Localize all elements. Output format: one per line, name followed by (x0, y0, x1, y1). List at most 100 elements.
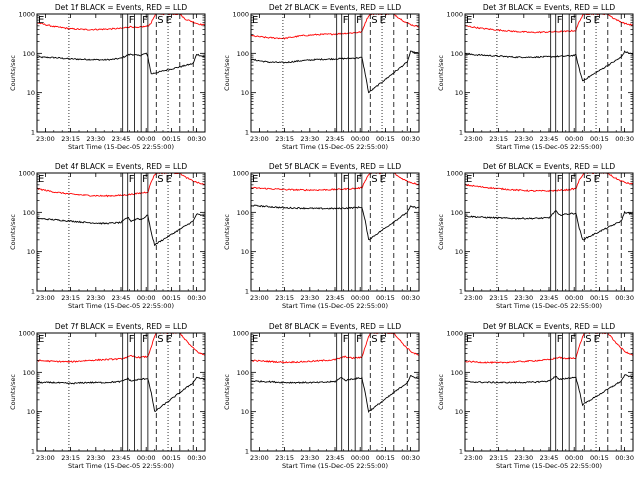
flag-label: F (570, 334, 576, 345)
flag-label: F (356, 174, 362, 185)
x-tick-label: 23:30 (86, 135, 105, 143)
x-tick-label: 00:15 (376, 135, 395, 143)
series-events (465, 209, 633, 241)
x-axis-label: Start Time (15-Dec-05 22:55:00) (282, 302, 388, 310)
x-axis-label: Start Time (15-Dec-05 22:55:00) (282, 143, 388, 151)
flag-label: E (380, 174, 386, 185)
x-tick-label: 00:00 (137, 294, 156, 302)
x-tick-label: 23:00 (36, 135, 55, 143)
x-tick-label: 23:00 (464, 294, 483, 302)
flag-label: S (157, 15, 163, 26)
flag-label: F (343, 334, 349, 345)
flag-label: F (142, 334, 148, 345)
flag-label: F (570, 174, 576, 185)
flag-label: S (371, 174, 377, 185)
x-tick-label: 23:30 (300, 294, 319, 302)
flag-label: E (252, 334, 258, 345)
panel-title: Det 5f BLACK = Events, RED = LLD (269, 162, 402, 171)
x-tick-label: 00:30 (187, 454, 206, 462)
y-tick-label: 10 (455, 89, 463, 97)
x-tick-label: 23:00 (464, 135, 483, 143)
x-tick-label: 00:30 (187, 294, 206, 302)
series-lld (37, 333, 205, 364)
flag-label: E (38, 15, 44, 26)
x-tick-label: 23:45 (540, 135, 559, 143)
x-tick-label: 23:45 (112, 454, 131, 462)
x-tick-label: 23:45 (326, 294, 345, 302)
x-tick-label: 23:00 (36, 454, 55, 462)
y-tick-label: 1 (459, 288, 463, 296)
series-lld (251, 173, 419, 192)
flag-label: S (157, 334, 163, 345)
x-tick-label: 00:00 (351, 454, 370, 462)
x-tick-label: 00:15 (162, 135, 181, 143)
x-tick-label: 00:15 (376, 454, 395, 462)
flag-label: F (343, 174, 349, 185)
y-axis-label: Counts/sec (223, 374, 231, 410)
x-tick-label: 00:30 (615, 135, 634, 143)
flag-label: E (252, 174, 258, 185)
x-tick-label: 00:00 (137, 135, 156, 143)
x-tick-label: 00:30 (187, 135, 206, 143)
x-tick-label: 23:45 (326, 454, 345, 462)
x-tick-label: 23:00 (36, 294, 55, 302)
series-events (37, 376, 205, 412)
y-tick-label: 100 (237, 50, 249, 58)
x-tick-label: 00:30 (615, 294, 634, 302)
flag-label: E (38, 334, 44, 345)
flag-label: E (166, 174, 172, 185)
x-axis-label: Start Time (15-Dec-05 22:55:00) (68, 462, 174, 470)
flag-label: E (466, 15, 472, 26)
y-tick-label: 10 (27, 89, 35, 97)
panel-title: Det 1f BLACK = Events, RED = LLD (55, 3, 188, 12)
y-tick-label: 1 (245, 288, 249, 296)
x-axis-label: Start Time (15-Dec-05 22:55:00) (68, 302, 174, 310)
x-tick-label: 23:30 (300, 454, 319, 462)
x-tick-label: 23:00 (250, 454, 269, 462)
panel-title: Det 7f BLACK = Events, RED = LLD (55, 322, 188, 331)
y-tick-label: 1000 (18, 11, 35, 19)
x-tick-label: 00:15 (590, 454, 609, 462)
x-tick-label: 23:00 (250, 294, 269, 302)
flag-label: E (594, 15, 600, 26)
series-events (251, 375, 419, 414)
x-tick-label: 00:15 (162, 294, 181, 302)
series-events (37, 52, 205, 75)
y-axis-label: Counts/sec (223, 214, 231, 250)
y-tick-label: 100 (237, 209, 249, 217)
flag-label: F (343, 15, 349, 26)
y-tick-label: 100 (451, 209, 463, 217)
flag-label: S (585, 174, 591, 185)
flag-label: S (371, 15, 377, 26)
x-axis-label: Start Time (15-Dec-05 22:55:00) (496, 302, 602, 310)
flag-label: F (557, 334, 563, 345)
x-tick-label: 23:30 (86, 454, 105, 462)
panel-title: Det 3f BLACK = Events, RED = LLD (483, 3, 616, 12)
y-tick-label: 100 (237, 369, 249, 377)
flag-label: E (38, 174, 44, 185)
flag-label: E (252, 15, 258, 26)
x-tick-label: 23:30 (300, 135, 319, 143)
y-axis-label: Counts/sec (9, 55, 17, 91)
x-tick-label: 00:15 (590, 135, 609, 143)
panel-title: Det 4f BLACK = Events, RED = LLD (55, 162, 188, 171)
y-axis-label: Counts/sec (223, 55, 231, 91)
x-tick-label: 23:45 (326, 135, 345, 143)
x-tick-label: 00:00 (351, 294, 370, 302)
x-tick-label: 00:30 (615, 454, 634, 462)
y-tick-label: 10 (455, 408, 463, 416)
x-axis-label: Start Time (15-Dec-05 22:55:00) (496, 462, 602, 470)
flag-label: F (356, 334, 362, 345)
y-axis-label: Counts/sec (9, 214, 17, 250)
x-tick-label: 00:00 (351, 135, 370, 143)
y-tick-label: 100 (451, 369, 463, 377)
flag-label: E (594, 334, 600, 345)
y-tick-label: 1 (31, 448, 35, 456)
x-tick-label: 00:00 (565, 135, 584, 143)
y-tick-label: 1000 (18, 170, 35, 178)
